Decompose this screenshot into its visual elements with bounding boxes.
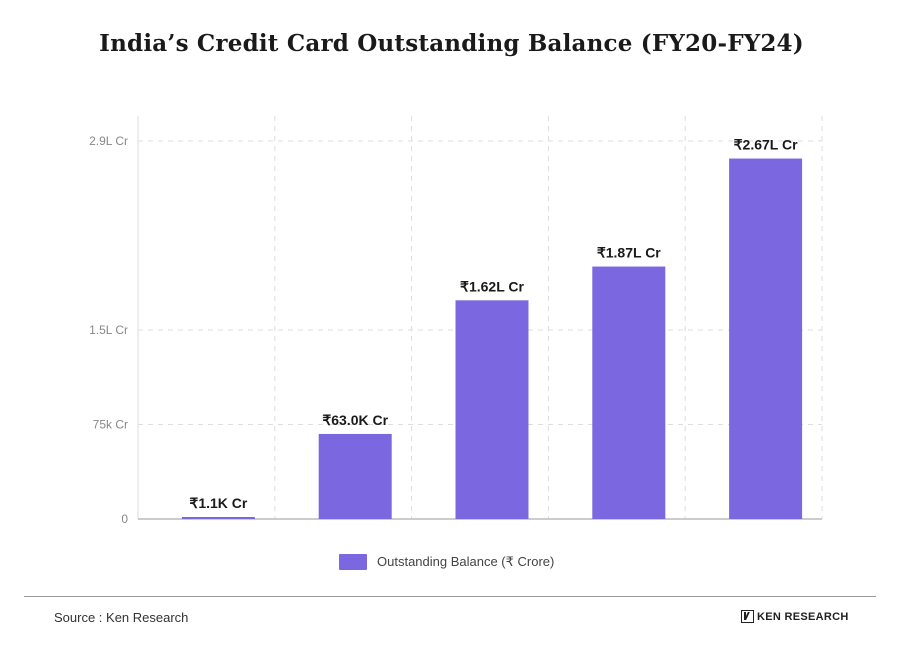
data-label-fy22: ₹1.62L Cr bbox=[460, 278, 524, 294]
footer-divider bbox=[24, 596, 876, 597]
logo-text: KEN RESEARCH bbox=[757, 610, 849, 623]
source-note: Source : Ken Research bbox=[54, 610, 189, 625]
y-tick-label: 75k Cr bbox=[93, 418, 128, 432]
data-label-fy20: ₹1.1K Cr bbox=[189, 495, 247, 511]
data-label-fy23: ₹1.87L Cr bbox=[597, 245, 661, 261]
bar-fy24 bbox=[729, 158, 803, 520]
legend-label: Outstanding Balance (₹ Crore) bbox=[377, 554, 555, 569]
logo-mark-icon bbox=[741, 610, 754, 623]
bar-fy22 bbox=[455, 300, 529, 519]
data-label-fy24: ₹2.67L Cr bbox=[734, 137, 798, 153]
data-label-fy21: ₹63.0K Cr bbox=[322, 412, 388, 428]
y-tick-label: 1.5L Cr bbox=[89, 323, 128, 337]
legend-swatch bbox=[339, 554, 367, 570]
legend: Outstanding Balance (₹ Crore) bbox=[339, 554, 554, 570]
y-tick-label: 2.9L Cr bbox=[89, 134, 128, 148]
y-tick-label: 0 bbox=[121, 512, 128, 526]
chart-title: India’s Credit Card Outstanding Balance … bbox=[99, 30, 804, 57]
bar-fy23 bbox=[592, 266, 666, 519]
bar-fy21 bbox=[318, 433, 392, 519]
bar-fy20 bbox=[181, 517, 255, 519]
ken-research-logo: KEN RESEARCH bbox=[741, 610, 849, 623]
